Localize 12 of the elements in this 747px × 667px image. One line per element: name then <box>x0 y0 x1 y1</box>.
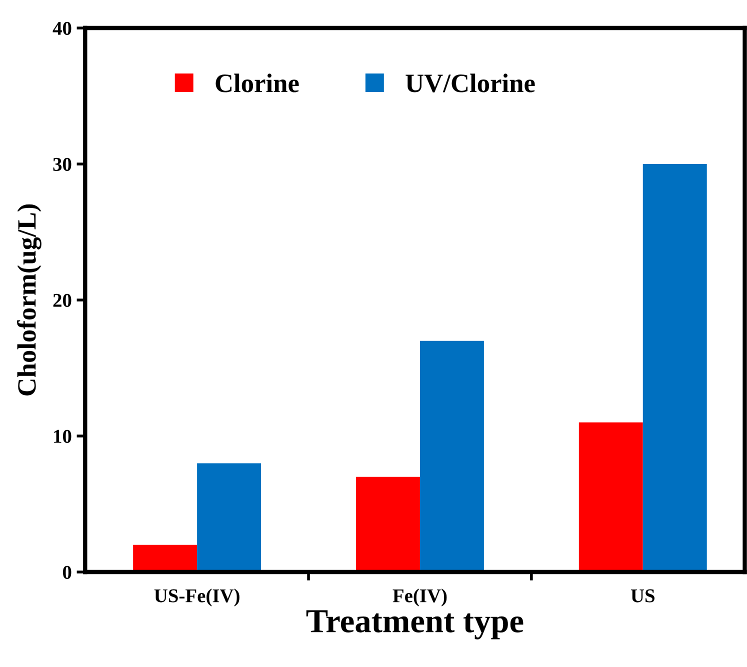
x-tick-label: Fe(IV) <box>392 588 447 606</box>
x-axis-title: Treatment type <box>306 610 524 640</box>
legend-label: UV/Clorine <box>406 74 535 92</box>
y-tick-label: 30 <box>53 158 72 171</box>
x-tick-label: US-Fe(IV) <box>154 588 240 606</box>
legend-label: Clorine <box>216 74 299 92</box>
y-tick-label: 40 <box>52 22 72 35</box>
y-axis-title: Choloform(ug/L) <box>17 204 42 396</box>
y-tick-label: 20 <box>53 294 72 307</box>
y-tick-label: 10 <box>54 430 72 443</box>
y-tick-label: 0 <box>62 566 72 579</box>
x-tick-label: US <box>630 589 654 602</box>
